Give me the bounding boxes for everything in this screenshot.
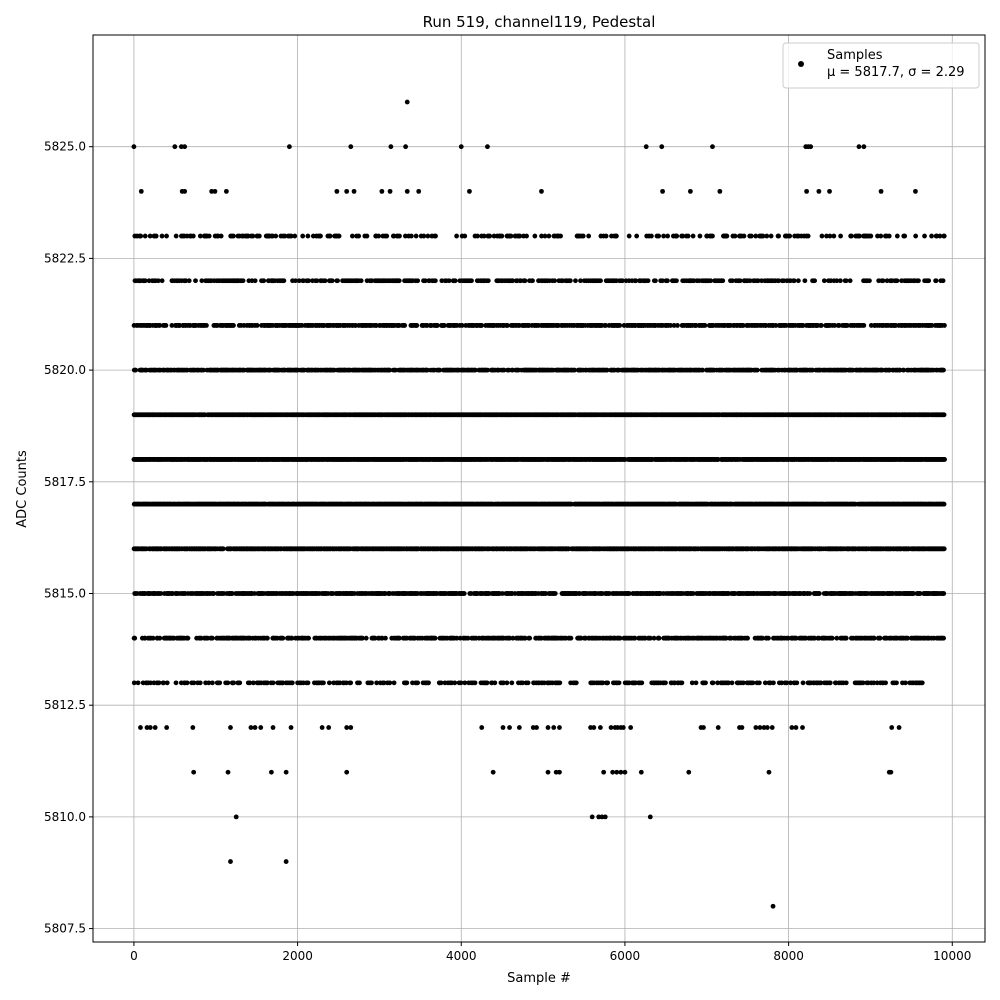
chart-title: Run 519, channel119, Pedestal — [423, 13, 656, 31]
data-point — [941, 501, 947, 507]
data-point — [220, 546, 226, 552]
data-points — [131, 99, 947, 909]
data-point — [941, 412, 947, 418]
data-point — [754, 367, 760, 373]
data-point — [942, 457, 947, 462]
data-point — [941, 367, 946, 373]
data-point — [941, 546, 947, 552]
data-point — [133, 367, 139, 373]
grid-lines — [93, 35, 985, 942]
data-point — [461, 591, 467, 596]
